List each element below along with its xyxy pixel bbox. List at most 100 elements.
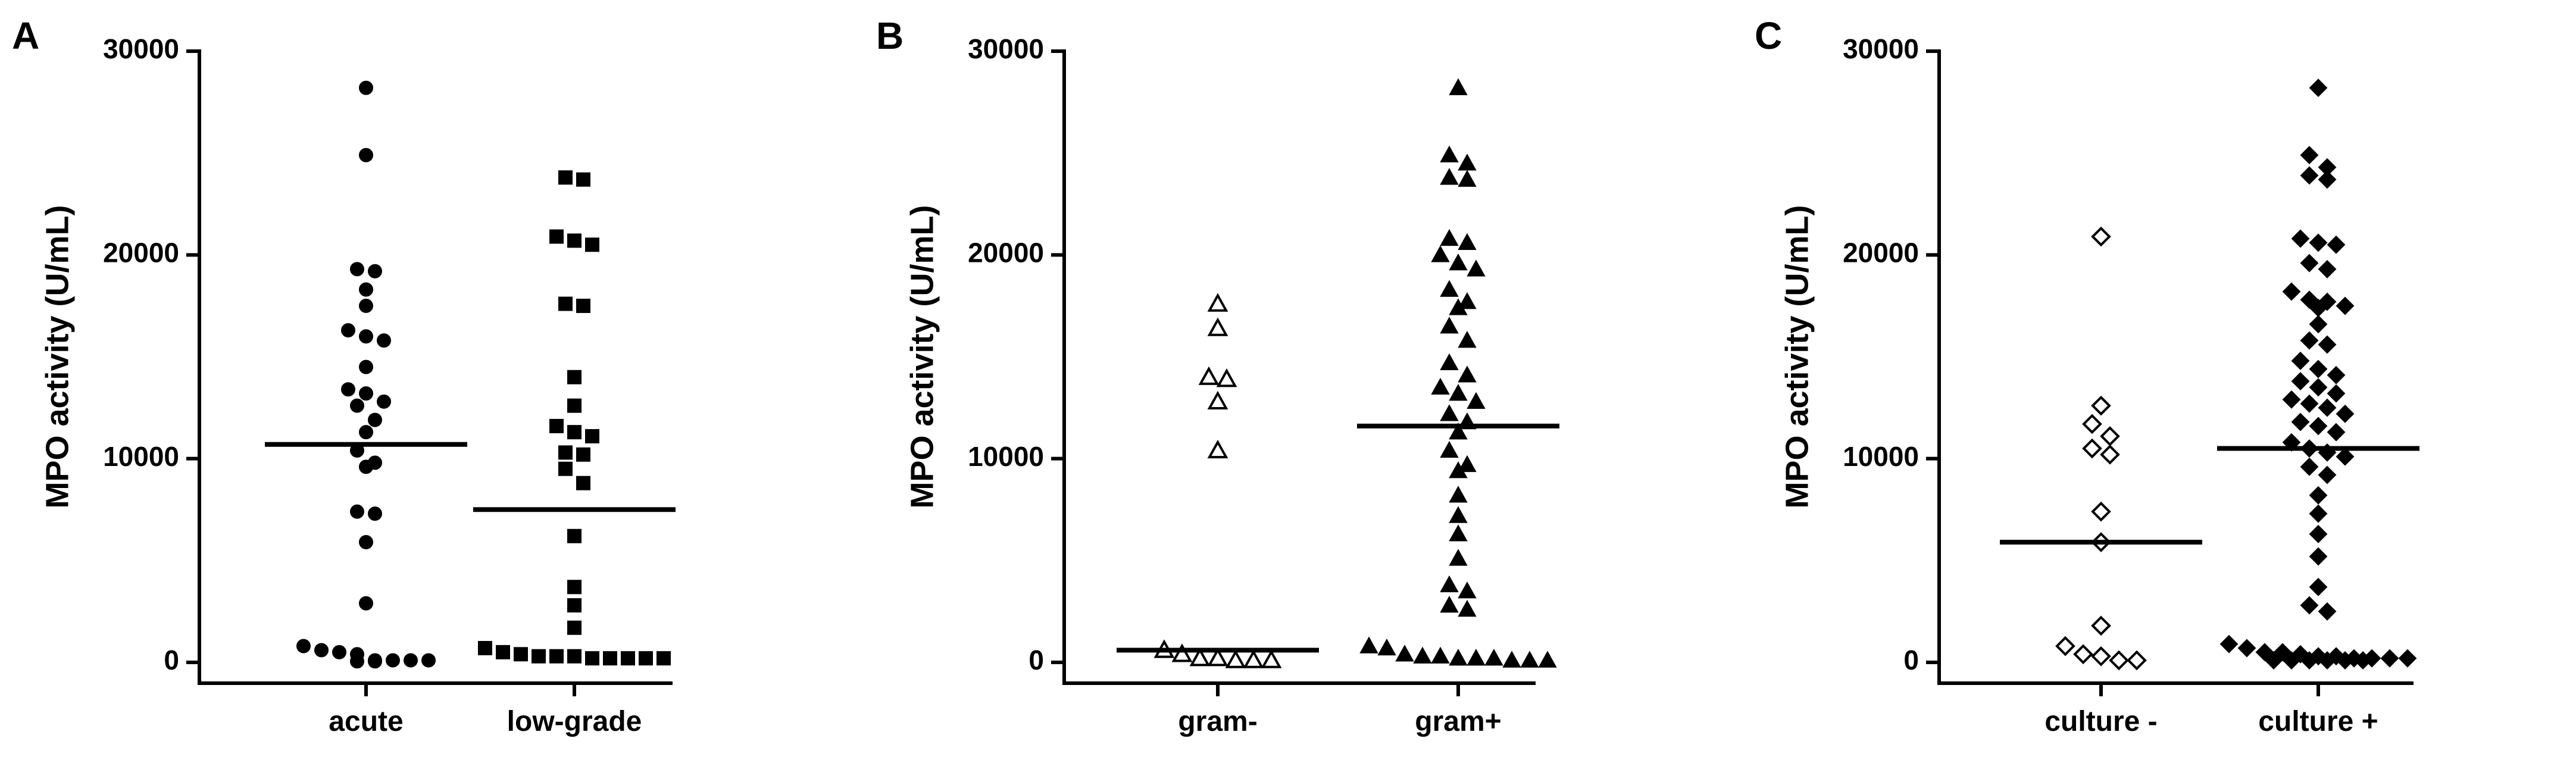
data-point — [549, 649, 564, 664]
data-point — [359, 80, 373, 95]
data-point — [2327, 423, 2346, 442]
data-point — [2398, 649, 2417, 668]
data-point — [1207, 439, 1228, 459]
data-point — [639, 651, 653, 666]
data-point — [1502, 650, 1521, 668]
data-point — [656, 651, 671, 666]
data-point — [576, 476, 590, 490]
data-point — [576, 447, 590, 462]
data-point — [1458, 599, 1477, 617]
data-point — [558, 170, 573, 185]
data-point — [2091, 395, 2111, 416]
data-point — [1458, 455, 1477, 473]
data-point — [2309, 524, 2328, 543]
data-point — [1216, 368, 1237, 387]
data-point — [1449, 649, 1468, 666]
data-point — [2318, 170, 2337, 189]
data-point — [1440, 229, 1459, 246]
panel-a: A MPO activity (U/mL) 0 10000 20000 30000 acut… — [12, 14, 676, 737]
data-point — [377, 333, 391, 348]
data-point — [1440, 404, 1459, 421]
y-tick-label: 20000 — [1843, 237, 1919, 268]
y-tick-label: 0 — [1903, 645, 1919, 675]
data-point — [567, 528, 582, 543]
data-point — [1449, 549, 1468, 566]
data-point — [2282, 390, 2301, 409]
data-point — [2127, 650, 2147, 671]
data-point — [2309, 378, 2328, 397]
data-point — [603, 651, 617, 666]
data-point — [2291, 229, 2310, 248]
data-point — [1440, 575, 1459, 593]
data-point — [1458, 154, 1477, 171]
series-gram- — [1357, 78, 1559, 668]
data-point — [549, 418, 564, 433]
data-point — [1207, 390, 1228, 410]
data-point — [1449, 524, 1468, 542]
data-point — [558, 296, 573, 311]
panel-b: B MPO activity (U/mL) 0 10000 20000 30000 gram… — [876, 14, 1559, 737]
data-point — [1207, 293, 1228, 312]
data-point — [1467, 649, 1486, 666]
data-point — [421, 653, 436, 668]
data-point — [1449, 384, 1468, 401]
data-point — [1261, 649, 1282, 668]
data-point — [558, 461, 573, 476]
data-point — [359, 596, 373, 611]
data-point — [350, 398, 364, 413]
data-point — [341, 323, 355, 337]
data-point — [1440, 280, 1459, 297]
data-point — [359, 282, 373, 297]
y-tick-label: 30000 — [968, 33, 1044, 64]
panel-c: C MPO activity (U/mL) 0 10000 20000 30000 cult… — [1755, 14, 2419, 737]
data-point — [567, 398, 582, 413]
data-point — [350, 262, 364, 277]
data-point — [1484, 649, 1503, 666]
y-axis-title: MPO activity (U/mL) — [39, 205, 75, 508]
data-point — [1458, 581, 1477, 599]
data-point — [1440, 596, 1459, 613]
data-point — [1520, 650, 1539, 668]
data-point — [296, 639, 311, 653]
data-point — [2300, 457, 2319, 476]
data-point — [359, 425, 373, 440]
data-point — [567, 598, 582, 613]
data-point — [1538, 650, 1557, 668]
data-point — [2055, 636, 2075, 656]
data-point — [2100, 426, 2120, 446]
data-point — [1449, 423, 1468, 440]
data-point — [1458, 170, 1477, 187]
series-gram- — [1117, 293, 1319, 668]
data-point — [1431, 377, 1450, 395]
data-point — [1207, 317, 1228, 336]
data-point — [1395, 645, 1414, 662]
data-point — [2219, 634, 2239, 653]
data-point — [1449, 486, 1468, 503]
x-category-label: gram+ — [1415, 706, 1501, 737]
data-point — [1440, 145, 1459, 162]
y-tick-label: 30000 — [103, 33, 179, 64]
data-point — [1359, 636, 1378, 653]
data-point — [2282, 651, 2301, 670]
data-point — [2300, 146, 2319, 165]
data-point — [1467, 259, 1486, 277]
data-point — [1431, 646, 1450, 664]
data-point — [368, 412, 382, 427]
panel-letter: C — [1755, 14, 1782, 57]
data-point — [2309, 577, 2328, 596]
data-point — [621, 651, 635, 666]
x-category-label: acute — [329, 706, 403, 737]
series-culture- — [2000, 226, 2202, 671]
data-point — [2309, 315, 2328, 334]
y-axis-title: MPO activity (U/mL) — [904, 205, 940, 508]
data-point — [1458, 292, 1477, 309]
data-point — [2309, 547, 2328, 566]
data-point — [2291, 351, 2310, 370]
data-point — [2091, 501, 2111, 522]
series-culture- — [2217, 79, 2419, 670]
data-point — [1458, 331, 1477, 348]
data-point — [2237, 639, 2256, 658]
data-point — [2300, 651, 2319, 670]
data-point — [2318, 398, 2337, 417]
